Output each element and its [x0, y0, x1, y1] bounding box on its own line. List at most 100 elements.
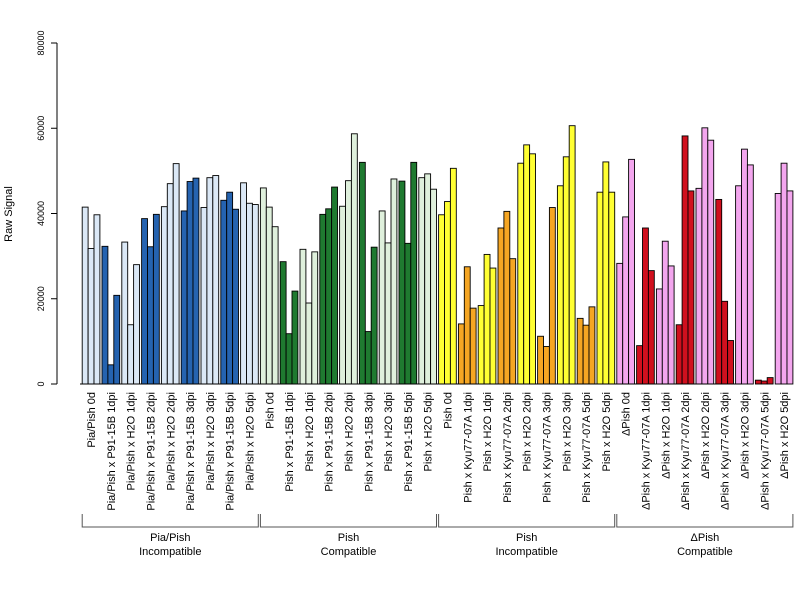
- bar: [186, 181, 194, 385]
- bar: [576, 317, 584, 385]
- group-label: Pish: [516, 532, 537, 544]
- category-label: ΔPish x Kyu77-07A 1dpi: [640, 392, 652, 510]
- bar: [616, 262, 624, 385]
- bar: [259, 187, 267, 385]
- category-label: ΔPish x H2O 5dpi: [779, 392, 791, 479]
- bar: [265, 206, 273, 385]
- bar: [517, 162, 525, 385]
- bar: [760, 380, 768, 385]
- bar: [418, 177, 426, 385]
- bar: [172, 163, 180, 385]
- bar: [503, 210, 511, 385]
- category-label: Pish x P91-15B 3dpi: [363, 392, 375, 492]
- category-label: Pish x H2O 2dpi: [343, 392, 355, 471]
- bar: [200, 207, 208, 385]
- bracket-line: [259, 514, 437, 528]
- category-label: Pish x H2O 3dpi: [383, 392, 395, 471]
- category-label: ΔPish x Kyu77-07A 2dpi: [680, 392, 692, 510]
- bar: [741, 148, 748, 385]
- bar: [628, 158, 635, 385]
- bar: [477, 305, 485, 385]
- bar: [291, 290, 299, 385]
- category-label: ΔPish x Kyu77-07A 3dpi: [720, 392, 732, 510]
- bar: [786, 190, 794, 385]
- bracket-line: [81, 514, 259, 528]
- category-label: Pish x P91-15B 2dpi: [324, 392, 336, 492]
- bar: [746, 164, 754, 385]
- group-bracket: Pia/Pish Incompatible: [81, 514, 259, 558]
- bar: [152, 213, 160, 385]
- bar: [404, 242, 412, 385]
- bar: [497, 227, 505, 385]
- group-sublabel: Compatible: [321, 546, 377, 558]
- bar: [430, 188, 437, 385]
- bar: [548, 207, 556, 385]
- group-bracket: Pish Compatible: [259, 514, 437, 558]
- bar: [675, 324, 683, 385]
- category-label: Pia/Pish x P91-15B 2dpi: [145, 392, 157, 511]
- bar: [596, 191, 604, 385]
- category-label: Pish x H2O 1dpi: [482, 392, 494, 471]
- bar: [220, 199, 228, 385]
- bar: [93, 214, 101, 385]
- bar: [562, 156, 570, 385]
- bar: [147, 246, 154, 385]
- category-labels: Pia/Pish 0d Pia/Pish x P91-15B 1dpi Pia/Pi…: [86, 392, 791, 511]
- category-label: ΔPish x H2O 2dpi: [700, 392, 712, 479]
- group-bracket: ΔPish Compatible: [616, 514, 794, 558]
- category-label: Pia/Pish x P91-15B 5dpi: [225, 392, 237, 511]
- category-label: Pia/Pish 0d: [86, 392, 98, 448]
- bar: [107, 364, 115, 385]
- bar: [735, 185, 742, 385]
- bar: [766, 377, 774, 385]
- bar: [226, 191, 234, 385]
- category-label: Pish 0d: [442, 392, 454, 429]
- category-label: ΔPish x H2O 1dpi: [660, 392, 672, 479]
- bar: [661, 240, 669, 385]
- bar: [160, 206, 168, 385]
- bar: [350, 133, 358, 385]
- group-label: Pia/Pish: [150, 532, 190, 544]
- group-sublabel: Compatible: [677, 546, 733, 558]
- bar: [410, 161, 418, 385]
- bar: [180, 210, 188, 385]
- y-axis-label: Raw Signal: [3, 186, 15, 242]
- bar: [345, 180, 352, 385]
- bar: [325, 208, 333, 385]
- bar: [622, 216, 630, 385]
- bracket-line: [438, 514, 616, 528]
- category-label: Pish x Kyu77-07A 5dpi: [581, 392, 593, 503]
- bar: [285, 333, 293, 385]
- bar: [87, 247, 95, 385]
- bar: [774, 193, 782, 385]
- bar: [449, 167, 457, 385]
- bar: [133, 264, 140, 385]
- category-label: Pia/Pish x H2O 3dpi: [205, 392, 217, 490]
- bar: [509, 258, 517, 385]
- bar: [141, 218, 148, 385]
- y-axis: 0 20000 40000 60000 80000: [36, 30, 58, 387]
- bar: [721, 300, 729, 385]
- category-label: ΔPish x H2O 3dpi: [739, 392, 751, 479]
- bar: [279, 261, 287, 385]
- bar: [463, 266, 471, 385]
- bar: [240, 182, 247, 385]
- bars: [81, 125, 794, 385]
- category-label: Pish x H2O 1dpi: [304, 392, 316, 471]
- bar: [364, 331, 372, 385]
- bar: [754, 379, 762, 385]
- group-brackets: Pia/Pish Incompatible Pish Compatible Pish In…: [81, 514, 794, 558]
- bar: [384, 242, 392, 385]
- category-label: ΔPish x Kyu77-07A 5dpi: [759, 392, 771, 510]
- bar: [444, 201, 451, 385]
- category-label: Pia/Pish x P91-15B 3dpi: [185, 392, 197, 511]
- bar: [251, 204, 259, 385]
- bar: [701, 127, 709, 385]
- bar: [715, 198, 723, 385]
- bar: [608, 191, 616, 385]
- category-label: Pish x H2O 5dpi: [601, 392, 613, 471]
- y-tick-label: 60000: [36, 116, 46, 141]
- bar: [398, 180, 406, 385]
- bar: [113, 294, 121, 385]
